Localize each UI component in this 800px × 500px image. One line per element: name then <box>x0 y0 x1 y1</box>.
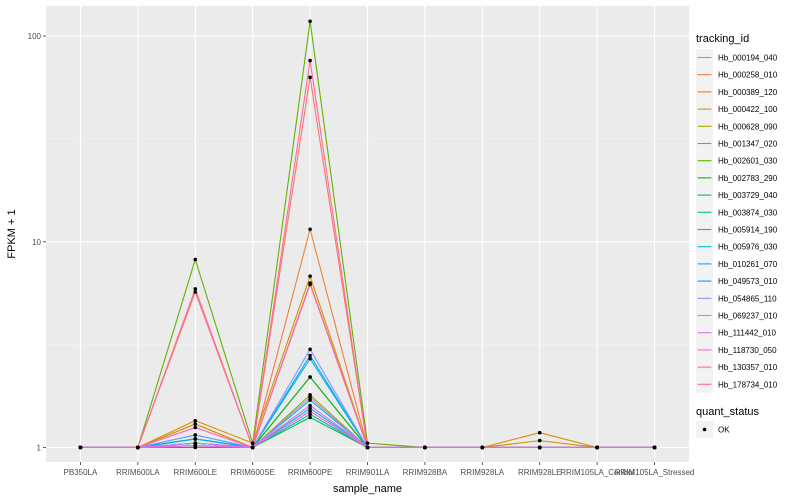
x-tick-label: PB350LA <box>64 468 98 477</box>
x-axis-ticks: PB350LA RRIM600LA RRIM600LE RRIM600SE RRIM60… <box>64 462 695 477</box>
data-point <box>78 445 83 450</box>
legend-label: Hb_002783_290 <box>718 174 778 183</box>
data-point <box>308 406 312 411</box>
data-point <box>308 274 312 279</box>
x-tick-label: RRIM928LA <box>461 468 505 477</box>
x-tick-label: RRIM105LA_Stressed <box>615 468 695 477</box>
legend-title: tracking_id <box>696 33 749 45</box>
data-point <box>193 433 198 437</box>
data-point <box>308 393 312 397</box>
data-point <box>308 412 312 417</box>
x-tick-label: RRIM600LE <box>173 468 217 477</box>
data-point <box>365 445 370 450</box>
legend: tracking_id Hb_000194_040Hb_000258_010Hb… <box>696 33 778 438</box>
data-point <box>480 445 485 450</box>
data-point <box>308 75 312 80</box>
data-point <box>595 445 599 450</box>
x-tick-label: RRIM901LA <box>346 468 390 477</box>
x-tick-label: RRIM600PE <box>288 468 332 477</box>
legend-label: Hb_178734_010 <box>718 380 778 389</box>
legend-label: Hb_003729_040 <box>718 191 778 200</box>
y-axis-ticks: 1 10 100 <box>28 32 46 452</box>
legend-label: Hb_000422_100 <box>718 105 778 114</box>
y-tick-label: 100 <box>28 32 42 41</box>
data-point <box>308 356 312 361</box>
data-point <box>193 287 198 291</box>
y-tick-label: 1 <box>37 443 42 452</box>
quant-status-legend-label: OK <box>718 426 730 435</box>
grid-major <box>46 6 689 462</box>
data-point <box>308 409 312 414</box>
data-point <box>308 282 312 287</box>
data-point <box>308 375 312 379</box>
x-axis-title: sample_name <box>333 483 402 495</box>
legend-label: Hb_111442_010 <box>718 329 777 338</box>
legend-label: Hb_069237_010 <box>718 312 778 321</box>
data-point <box>537 438 542 443</box>
x-tick-label: RRIM600LA <box>116 468 160 477</box>
legend-label: Hb_005914_190 <box>718 226 778 235</box>
data-point <box>250 445 255 450</box>
data-point <box>308 403 312 408</box>
data-point <box>193 418 198 423</box>
data-point <box>423 445 427 450</box>
data-point <box>250 441 255 445</box>
data-point <box>308 398 312 402</box>
x-tick-label: RRIM928LE <box>518 468 562 477</box>
x-tick-label: RRIM600SE <box>230 468 274 477</box>
data-point <box>193 257 198 262</box>
data-point <box>308 227 312 232</box>
data-point <box>365 441 370 445</box>
data-points <box>78 19 657 450</box>
legend-label: Hb_000389_120 <box>718 88 778 97</box>
data-point <box>652 445 657 450</box>
legend-items: Hb_000194_040 Hb_000258_010 Hb_000389_120 H… <box>696 49 778 393</box>
y-tick-label: 10 <box>32 238 41 247</box>
data-point <box>537 445 542 450</box>
data-point <box>537 430 542 435</box>
legend-label: Hb_054865_110 <box>718 294 777 303</box>
data-point <box>193 290 198 294</box>
legend-label: Hb_002601_030 <box>718 157 778 166</box>
legend-label: Hb_130357_010 <box>718 363 778 372</box>
quant-status-legend-point <box>702 427 707 432</box>
legend-label: Hb_000258_010 <box>718 71 778 80</box>
data-point <box>308 58 312 63</box>
data-point <box>136 445 140 450</box>
data-point <box>308 415 312 420</box>
data-point <box>308 347 312 352</box>
data-point <box>193 422 198 426</box>
legend-label: Hb_000194_040 <box>718 54 778 63</box>
legend-label: Hb_049573_010 <box>718 277 778 286</box>
legend-label: Hb_118730_050 <box>718 346 777 355</box>
data-point <box>193 441 198 445</box>
legend-label: Hb_010261_070 <box>718 260 778 269</box>
quant-status-legend-title: quant_status <box>696 406 759 418</box>
y-axis-title: FPKM + 1 <box>6 209 18 258</box>
data-point <box>308 19 312 24</box>
data-point <box>308 395 312 400</box>
legend-label: Hb_001347_020 <box>718 140 778 149</box>
data-point <box>308 353 312 358</box>
x-tick-label: RRIM105LA_Control <box>560 468 634 477</box>
legend-label: Hb_000628_090 <box>718 122 778 131</box>
data-point <box>193 443 198 448</box>
data-point <box>193 425 198 430</box>
data-point <box>193 437 198 441</box>
x-tick-label: RRIM928BA <box>403 468 448 477</box>
legend-label: Hb_003874_030 <box>718 208 778 217</box>
legend-label: Hb_005976_030 <box>718 243 778 252</box>
